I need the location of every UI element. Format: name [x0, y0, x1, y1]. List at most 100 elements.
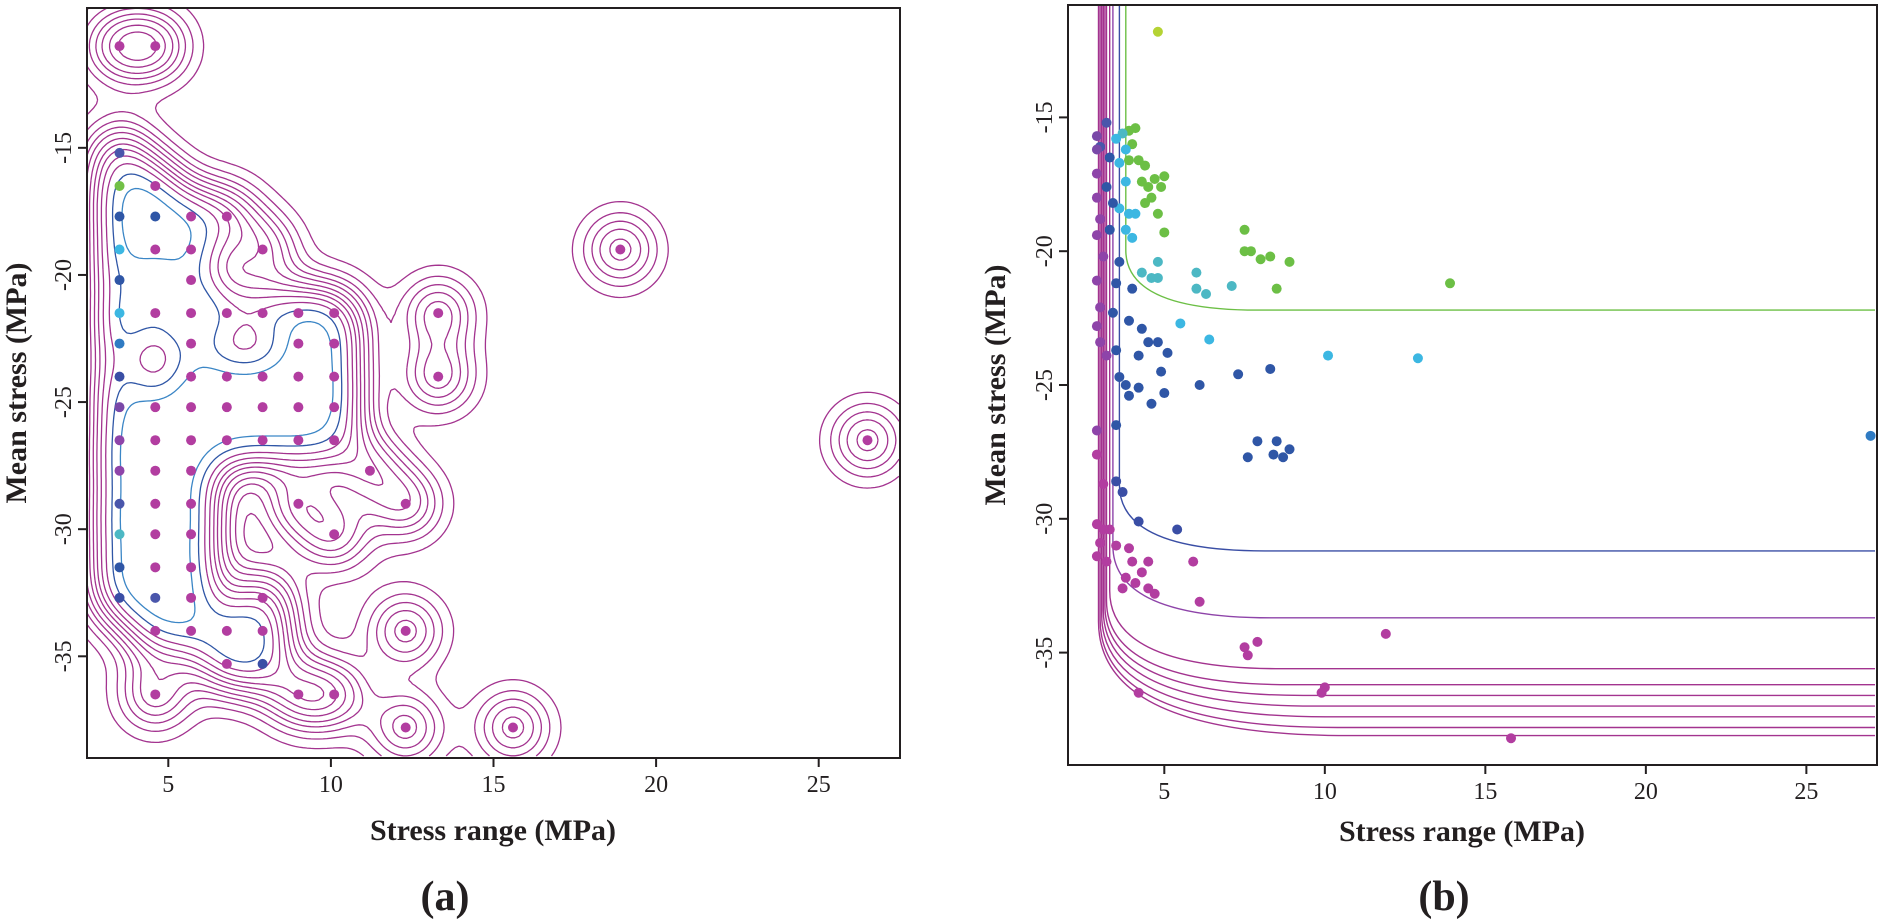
panel-b-data-point	[1316, 687, 1327, 698]
panel-a-y-tick-label: -30	[51, 513, 77, 545]
panel-a-data-point	[329, 529, 340, 540]
panel-a-label: (a)	[421, 874, 470, 920]
panel-a-data-point	[150, 180, 161, 191]
panel-b-data-point	[1159, 171, 1170, 182]
panel-b-data-point	[1111, 476, 1122, 487]
panel-b-data-point	[1136, 567, 1147, 578]
panel-b-data-point	[1506, 733, 1517, 744]
panel-b-data-point	[1194, 380, 1205, 390]
panel-a-data-point	[114, 308, 125, 319]
panel-a-data-point	[114, 147, 125, 158]
panel-b-data-point	[1226, 280, 1237, 291]
panel-a-data-point	[186, 625, 197, 636]
panel-b-data-point	[1271, 283, 1282, 294]
panel-b-x-tick-label: 20	[1634, 779, 1658, 805]
panel-b-data-point	[1091, 425, 1102, 436]
panel-b-contour-line	[1101, 5, 1875, 718]
panel-b-data-point	[1098, 479, 1109, 490]
panel-a-data-point	[114, 275, 125, 286]
panel-b-data-point	[1130, 123, 1141, 134]
panel-b-data-point	[1242, 452, 1253, 463]
panel-b-data-point	[1143, 181, 1154, 192]
panel-b-x-tick-label: 15	[1473, 779, 1497, 805]
panel-b-data-point	[1095, 337, 1106, 348]
panel-a-data-point	[221, 625, 232, 636]
panel-a-y-tick-label: -15	[51, 132, 77, 164]
panel-a-data-point	[433, 308, 444, 319]
panel-a-data-point	[150, 402, 161, 413]
panel-b-contour-line	[1118, 5, 1875, 552]
panel-b-data-point	[1091, 131, 1102, 142]
panel-a-data-point	[186, 371, 197, 382]
panel-a-data-point	[114, 498, 125, 509]
panel-b-data-point	[1111, 133, 1122, 144]
panel-b-data-point	[1445, 278, 1456, 289]
panel-b-data-point	[1114, 157, 1125, 168]
panel-a-data-point	[257, 658, 268, 669]
panel-b-data-point	[1149, 173, 1160, 184]
panel-b-data-point	[1152, 337, 1163, 348]
panel-b-y-tick-label: -25	[1032, 369, 1058, 401]
panel-b-data-point	[1091, 551, 1102, 562]
panel-b-data-point	[1188, 556, 1199, 567]
panel-b-data-point	[1152, 256, 1163, 267]
panel-b-data-point	[1104, 524, 1115, 535]
panel-b-data-point	[1091, 192, 1102, 203]
panel-a-contour-line	[100, 155, 354, 679]
panel-a-data-point	[329, 402, 340, 413]
panel-a-data-point	[221, 435, 232, 446]
panel-b-data-point	[1136, 267, 1147, 278]
panel-a-data-point	[150, 211, 161, 222]
panel-a-data-point	[364, 465, 375, 476]
panel-a-data-point	[186, 529, 197, 540]
panel-a-x-tick-label: 10	[319, 772, 343, 798]
panel-b-label: (b)	[1418, 874, 1469, 920]
panel-b-data-point	[1127, 283, 1138, 294]
panel-a-data-point	[114, 211, 125, 222]
panel-b-data-point	[1133, 516, 1144, 527]
panel-a-y-tick-label: -25	[51, 386, 77, 418]
panel-b-data-point	[1091, 144, 1102, 155]
panel-b-ticks: 5 10 15 20 25 -15 -20 -25 -30 -35	[1032, 101, 1818, 805]
panel-a-data-point	[257, 592, 268, 603]
panel-b-data-point	[1143, 556, 1154, 567]
panel-a-contour-line	[86, 7, 900, 757]
panel-a-contour-line	[105, 163, 349, 672]
panel-a-data-point	[329, 435, 340, 446]
panel-a-data-point	[114, 529, 125, 540]
panel-b-y-axis-title: Mean stress (MPa)	[979, 264, 1012, 505]
panel-b-contour-line	[1102, 5, 1875, 707]
panel-b-data-point	[1152, 208, 1163, 219]
panel-b-data-point	[1098, 251, 1109, 262]
panel-b-data-point	[1095, 537, 1106, 548]
panel-a-data-point	[186, 275, 197, 286]
panel-a-x-tick-label: 25	[807, 772, 831, 798]
panel-b-data-point	[1242, 650, 1253, 661]
panel-b-data-point	[1120, 176, 1131, 187]
panel-b-data-point	[1143, 337, 1154, 348]
panel-b-data-point	[1865, 430, 1876, 441]
panel-b-data-point	[1159, 388, 1170, 399]
panel-b-data-point	[1194, 596, 1205, 607]
panel-b-x-tick-label: 25	[1794, 779, 1818, 805]
panel-b-data-point	[1104, 152, 1115, 163]
panel-a-data-point	[862, 435, 873, 446]
panel-a-data-point	[150, 465, 161, 476]
panel-a-data-point	[293, 498, 304, 509]
panel-a-x-axis-title: Stress range (MPa)	[370, 814, 616, 847]
panel-b-data-point	[1091, 168, 1102, 179]
panel-a-data-point	[114, 180, 125, 191]
panel-a-contour-line	[119, 187, 334, 624]
panel-b-data-point	[1091, 230, 1102, 241]
panel-b-x-tick-label: 5	[1158, 779, 1170, 805]
panel-b-contour-line	[1105, 5, 1875, 686]
panel-a-points	[114, 41, 873, 733]
panel-b-data-point	[1114, 256, 1125, 267]
panel-a-contour-line	[86, 7, 900, 757]
panel-b-data-point	[1239, 224, 1250, 235]
panel-b-data-point	[1123, 155, 1134, 166]
panel-b-data-point	[1111, 278, 1122, 289]
panel-a-data-point	[257, 308, 268, 319]
panel-a-data-point	[329, 689, 340, 700]
panel-a-data-point	[150, 562, 161, 573]
